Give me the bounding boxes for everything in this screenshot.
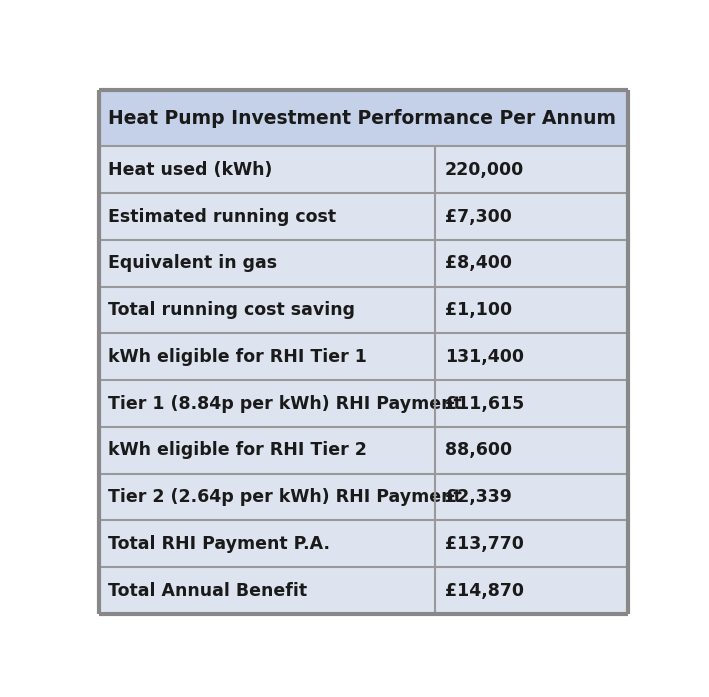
Bar xyxy=(99,90,628,146)
Text: kWh eligible for RHI Tier 2: kWh eligible for RHI Tier 2 xyxy=(108,441,367,459)
Text: Estimated running cost: Estimated running cost xyxy=(108,208,337,226)
Bar xyxy=(99,193,628,240)
Bar xyxy=(99,380,628,427)
Text: Equivalent in gas: Equivalent in gas xyxy=(108,254,277,273)
Bar xyxy=(99,240,628,286)
Text: Heat Pump Investment Performance Per Annum: Heat Pump Investment Performance Per Ann… xyxy=(108,109,616,128)
Text: £2,339: £2,339 xyxy=(445,488,512,506)
Text: Total RHI Payment P.A.: Total RHI Payment P.A. xyxy=(108,535,330,553)
Bar xyxy=(99,567,628,614)
Text: Total running cost saving: Total running cost saving xyxy=(108,301,355,319)
Text: Heat used (kWh): Heat used (kWh) xyxy=(108,161,273,179)
Text: 220,000: 220,000 xyxy=(445,161,524,179)
Text: £11,615: £11,615 xyxy=(445,395,524,413)
Text: Tier 1 (8.84p per kWh) RHI Payment: Tier 1 (8.84p per kWh) RHI Payment xyxy=(108,395,462,413)
Bar xyxy=(99,474,628,521)
Text: 131,400: 131,400 xyxy=(445,348,524,366)
Text: 88,600: 88,600 xyxy=(445,441,512,459)
Text: £1,100: £1,100 xyxy=(445,301,512,319)
Text: £14,870: £14,870 xyxy=(445,581,524,599)
Text: kWh eligible for RHI Tier 1: kWh eligible for RHI Tier 1 xyxy=(108,348,367,366)
Bar xyxy=(99,146,628,193)
Text: £7,300: £7,300 xyxy=(445,208,512,226)
Bar xyxy=(99,333,628,380)
Text: £8,400: £8,400 xyxy=(445,254,512,273)
Bar xyxy=(99,427,628,474)
Bar xyxy=(99,521,628,567)
Text: £13,770: £13,770 xyxy=(445,535,524,553)
Text: Tier 2 (2.64p per kWh) RHI Payment: Tier 2 (2.64p per kWh) RHI Payment xyxy=(108,488,462,506)
Text: Total Annual Benefit: Total Annual Benefit xyxy=(108,581,308,599)
Bar xyxy=(99,286,628,333)
